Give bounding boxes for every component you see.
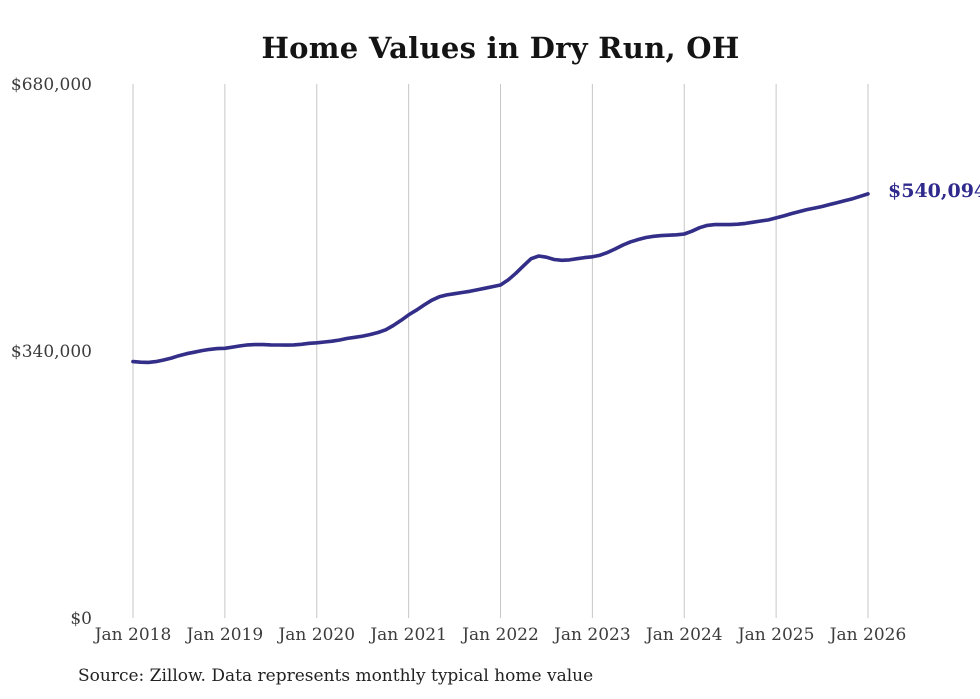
x-axis-label: Jan 2020 (276, 625, 355, 645)
x-axis-label: Jan 2019 (185, 625, 264, 645)
x-axis-label: Jan 2024 (644, 625, 723, 645)
x-axis-label: Jan 2021 (368, 625, 447, 645)
x-axis-label: Jan 2023 (552, 625, 631, 645)
y-axis-label: $340,000 (11, 342, 92, 362)
latest-value-label: $540,094 (888, 180, 980, 202)
x-axis-label: Jan 2022 (460, 625, 539, 645)
x-axis-label: Jan 2025 (736, 625, 815, 645)
price-line (131, 192, 870, 365)
chart-title: Home Values in Dry Run, OH (261, 31, 740, 65)
y-axis-label: $0 (70, 609, 92, 629)
y-axis-label: $680,000 (11, 75, 92, 95)
source-note: Source: Zillow. Data represents monthly … (78, 666, 594, 686)
x-axis-label: Jan 2026 (828, 625, 907, 645)
x-axis-label: Jan 2018 (93, 625, 172, 645)
